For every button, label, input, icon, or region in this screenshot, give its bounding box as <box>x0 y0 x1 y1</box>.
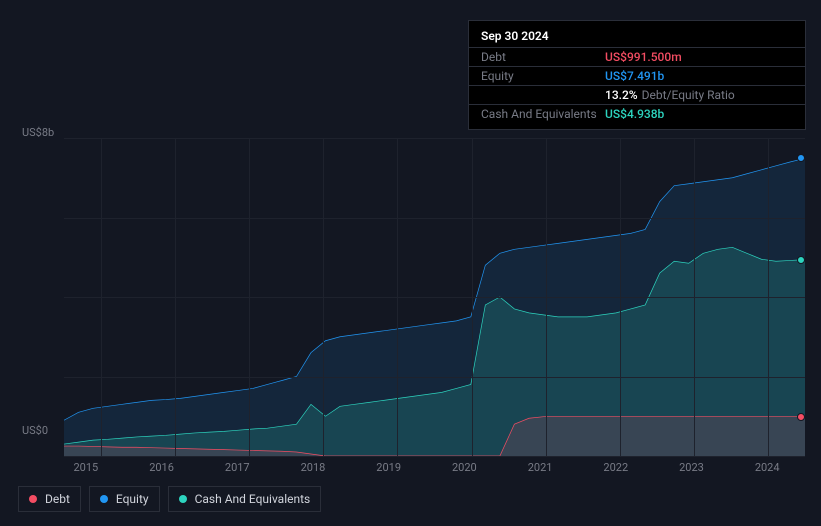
debt-dot-icon <box>29 495 37 503</box>
legend-item-debt[interactable]: Debt <box>18 486 81 512</box>
grid-line-v <box>249 138 250 456</box>
tooltip-row: DebtUS$991.500m <box>469 47 805 66</box>
legend-item-cash[interactable]: Cash And Equivalents <box>168 486 322 512</box>
debt-end-dot-icon <box>797 413 805 421</box>
grid-line-v <box>768 138 769 456</box>
x-axis-label: 2019 <box>351 461 427 474</box>
grid-line-v <box>620 138 621 456</box>
tooltip-row-label: Debt <box>481 50 605 64</box>
equity-end-dot-icon <box>797 154 805 162</box>
x-axis-label: 2022 <box>578 461 654 474</box>
x-axis-label: 2020 <box>427 461 503 474</box>
tooltip-row-suffix: Debt/Equity Ratio <box>642 88 735 102</box>
plot-area[interactable] <box>64 138 805 456</box>
grid-line-v <box>546 138 547 456</box>
tooltip-row-value: US$991.500m <box>605 50 682 64</box>
chart-container <box>16 120 805 456</box>
tooltip-row: 13.2% Debt/Equity Ratio <box>469 85 805 104</box>
legend-item-equity[interactable]: Equity <box>89 486 160 512</box>
grid-line-v <box>323 138 324 456</box>
tooltip-row-value: 13.2% <box>605 88 638 102</box>
legend: Debt Equity Cash And Equivalents <box>18 486 321 512</box>
grid-line-v <box>101 138 102 456</box>
tooltip-row: EquityUS$7.491b <box>469 66 805 85</box>
tooltip-row-label: Equity <box>481 69 605 83</box>
x-axis-label: 2023 <box>654 461 730 474</box>
legend-item-label: Debt <box>45 492 70 506</box>
legend-item-label: Equity <box>116 492 149 506</box>
x-axis-label: 2024 <box>729 461 805 474</box>
x-axis-label: 2016 <box>124 461 200 474</box>
cash-dot-icon <box>179 495 187 503</box>
x-axis-labels: 2015201620172018201920202021202220232024 <box>48 461 805 474</box>
tooltip-date: Sep 30 2024 <box>469 27 805 47</box>
x-axis-label: 2021 <box>502 461 578 474</box>
equity-dot-icon <box>100 495 108 503</box>
x-axis-label: 2015 <box>48 461 124 474</box>
cash-end-dot-icon <box>797 256 805 264</box>
legend-item-label: Cash And Equivalents <box>195 492 311 506</box>
grid-line-v <box>397 138 398 456</box>
grid-line-v <box>472 138 473 456</box>
grid-line-v <box>175 138 176 456</box>
tooltip-row-value: US$7.491b <box>605 69 664 83</box>
grid-line <box>64 456 805 457</box>
x-axis-label: 2017 <box>199 461 275 474</box>
tooltip-row-label: Cash And Equivalents <box>481 107 605 121</box>
grid-line-v <box>694 138 695 456</box>
x-axis-label: 2018 <box>275 461 351 474</box>
tooltip-rows: DebtUS$991.500mEquityUS$7.491b13.2%Debt/… <box>469 47 805 123</box>
chart-tooltip: Sep 30 2024 DebtUS$991.500mEquityUS$7.49… <box>468 20 806 130</box>
tooltip-row-value: US$4.938b <box>605 107 664 121</box>
